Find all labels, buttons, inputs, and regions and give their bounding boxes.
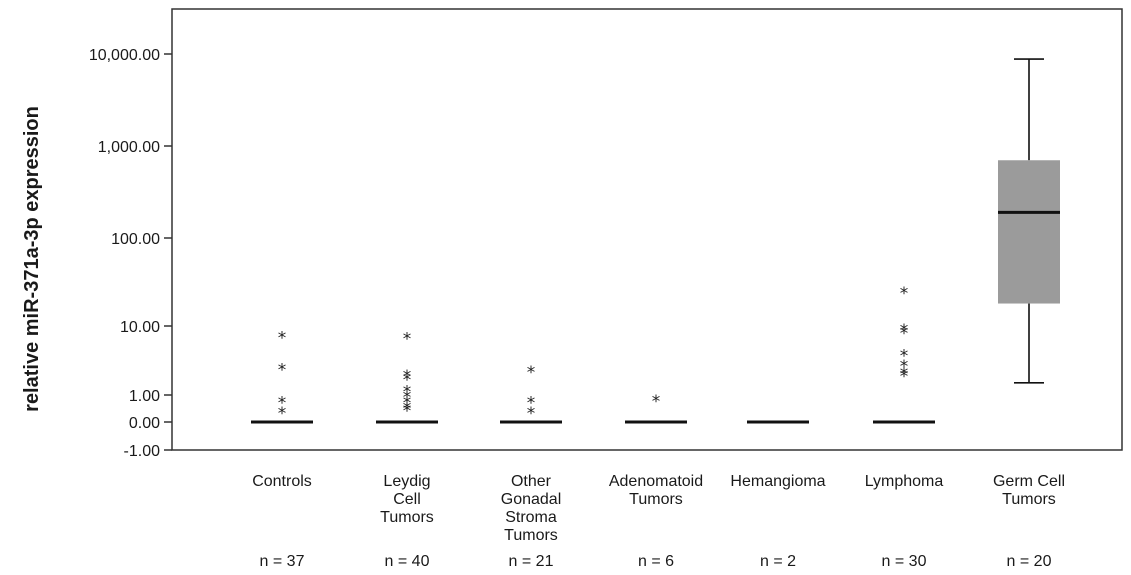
outlier-point: * (652, 392, 661, 412)
n-label: n = 37 (260, 553, 305, 570)
box-group-2: ******** (376, 330, 438, 424)
iqr-box (998, 160, 1060, 304)
y-tick-label: -1.00 (124, 443, 161, 460)
y-axis: -1.00 0.00 1.00 10.00 100.00 1,000.00 10,000.0… (89, 47, 172, 460)
x-category-label: Germ Cell Tumors (993, 473, 1065, 508)
outlier-point: * (278, 404, 287, 424)
outlier-point: * (900, 321, 909, 341)
outlier-point: * (900, 346, 909, 366)
x-category-label: Adenomatoid Tumors (609, 473, 703, 508)
outlier-point: * (527, 404, 536, 424)
x-category-label: Lymphoma (865, 473, 944, 490)
outlier-point: * (403, 383, 412, 403)
outlier-point: * (403, 370, 412, 390)
outlier-point: * (403, 402, 412, 422)
n-label: n = 30 (882, 553, 927, 570)
boxes: *********************** (251, 58, 1060, 424)
outlier-point: * (900, 364, 909, 384)
x-category-label: Other Gonadal Stroma Tumors (501, 473, 562, 544)
box-group-7 (998, 58, 1060, 384)
box-group-3: *** (500, 363, 562, 424)
outlier-point: * (527, 363, 536, 383)
n-label: n = 6 (638, 553, 674, 570)
n-label: n = 40 (385, 553, 430, 570)
y-tick-label: 1.00 (129, 388, 160, 405)
y-axis-label: relative miR-371a-3p expression (21, 106, 43, 412)
x-axis-labels: Controls n = 37 Leydig Cell Tumors n = 40 Othe… (252, 473, 1065, 570)
y-tick-label: 10,000.00 (89, 47, 160, 64)
y-tick-label: 0.00 (129, 415, 160, 432)
y-tick-label: 10.00 (120, 319, 160, 336)
outlier-point: * (278, 393, 287, 413)
outlier-point: * (900, 324, 909, 344)
y-tick-label: 100.00 (111, 231, 160, 248)
outlier-point: * (900, 367, 909, 387)
outlier-point: * (403, 367, 412, 387)
n-label: n = 2 (760, 553, 796, 570)
x-category-label: Leydig Cell Tumors (380, 473, 434, 526)
outlier-point: * (403, 388, 412, 408)
n-label: n = 20 (1007, 553, 1052, 570)
outlier-point: * (403, 330, 412, 350)
y-tick-label: 1,000.00 (98, 139, 160, 156)
box-group-6: ******* (873, 284, 935, 424)
outlier-point: * (403, 393, 412, 413)
plot-frame (171, 8, 1123, 451)
outlier-point: * (403, 399, 412, 419)
outlier-point: * (278, 328, 287, 348)
x-category-label: Controls (252, 473, 312, 490)
n-label: n = 21 (509, 553, 554, 570)
outlier-point: * (900, 357, 909, 377)
box-group-4: * (625, 392, 687, 424)
outlier-point: * (900, 284, 909, 304)
outlier-point: * (278, 361, 287, 381)
box-group-1: **** (251, 328, 313, 424)
outlier-point: * (527, 393, 536, 413)
x-category-label: Hemangioma (730, 473, 825, 490)
